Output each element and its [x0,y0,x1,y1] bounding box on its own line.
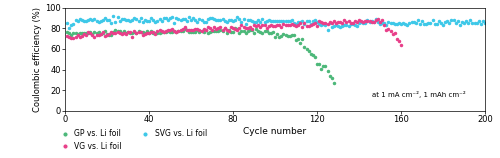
Text: at 1 mA cm⁻², 1 mAh cm⁻²: at 1 mA cm⁻², 1 mAh cm⁻² [372,91,466,98]
Y-axis label: Coulombic efficiency (%): Coulombic efficiency (%) [34,7,42,112]
X-axis label: Cycle number: Cycle number [244,127,306,136]
Legend: GP vs. Li foil, VG vs. Li foil, SVG vs. Li foil: GP vs. Li foil, VG vs. Li foil, SVG vs. … [54,126,210,154]
